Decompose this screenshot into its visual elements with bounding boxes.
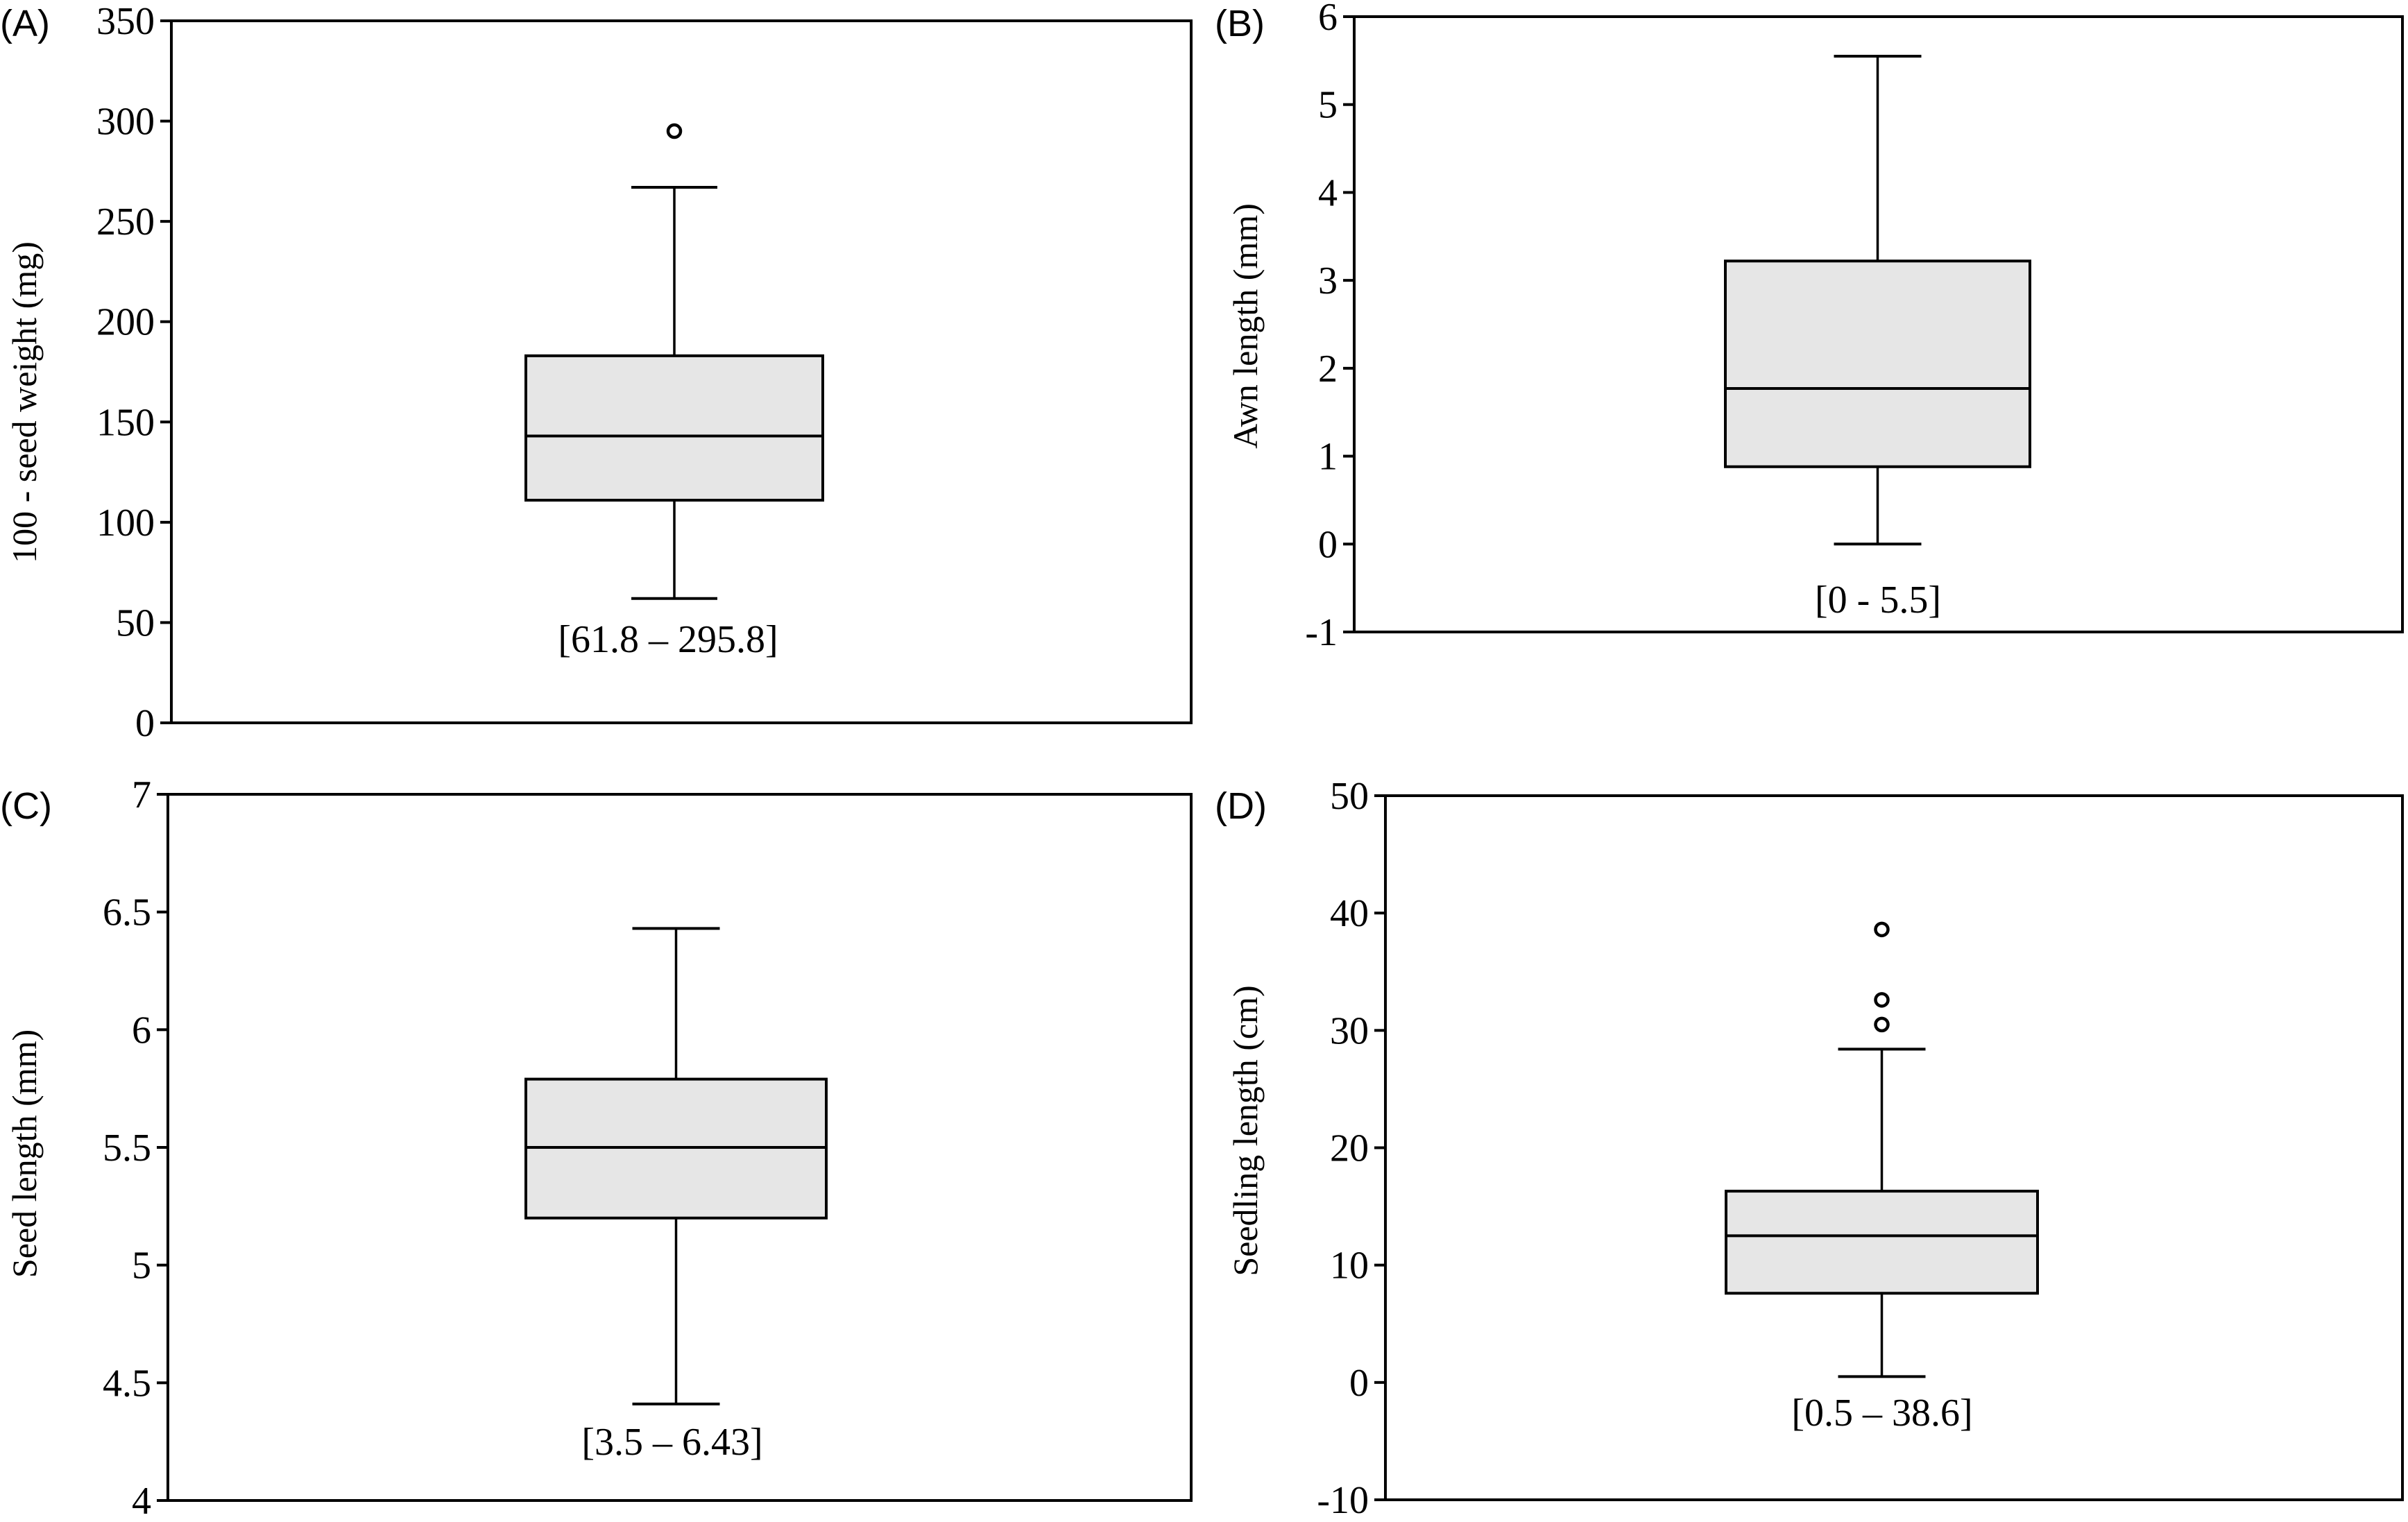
y-tick-label-d: 10	[1330, 1245, 1369, 1288]
y-ticks-a: 0 50 100 150 200 250 300 350	[96, 0, 171, 745]
y-tick-label-b: 5	[1318, 84, 1338, 127]
y-ticks-c: 4 4.5 5 5.5 6 6.5 7	[103, 773, 168, 1522]
y-axis-label-a: 100 - seed weight (mg)	[5, 241, 44, 563]
y-tick-label-b: 6	[1318, 0, 1338, 39]
panel-letter-d: (D)	[1215, 785, 1267, 827]
panel-letter-a: (A)	[0, 3, 50, 44]
range-label-b: [0 - 5.5]	[1815, 579, 1941, 622]
y-tick-label-a: 150	[96, 401, 155, 444]
y-tick-label-d: 40	[1330, 892, 1369, 935]
box-marks-b	[1724, 55, 2031, 546]
panel-letter-b: (B)	[1215, 3, 1265, 44]
y-tick-label-d: 30	[1330, 1009, 1369, 1052]
y-tick-label-a: 300	[96, 101, 155, 144]
y-tick-label-b: 0	[1318, 523, 1338, 566]
y-tick-label-b: 4	[1318, 171, 1338, 214]
y-tick-label-c: 4.5	[103, 1362, 151, 1405]
y-tick-label-c: 6	[132, 1009, 151, 1052]
y-tick-label-a: 250	[96, 200, 155, 243]
range-label-a: [61.8 – 295.8]	[558, 618, 778, 661]
y-tick-label-c: 5.5	[103, 1127, 151, 1170]
outlier-point-a	[666, 123, 683, 139]
y-tick-label-d: 0	[1349, 1362, 1369, 1405]
y-ticks-d: -10 0 10 20 30 40 50	[1317, 775, 1385, 1522]
y-axis-label-c: Seed length (mm)	[5, 1029, 44, 1278]
y-tick-label-a: 100	[96, 502, 155, 545]
panel-b: (B) Awn length (mm) -1 0 1 2 3 4 5 6 [0 - 5.5]	[1215, 0, 2404, 654]
box-marks-d	[1725, 921, 2039, 1378]
iqr-box-d	[1725, 1190, 2039, 1295]
range-label-d: [0.5 – 38.6]	[1791, 1392, 1972, 1435]
y-tick-label-c: 4	[132, 1480, 151, 1522]
y-tick-label-d: -10	[1317, 1479, 1369, 1522]
y-tick-label-d: 20	[1330, 1127, 1369, 1170]
y-axis-label-d: Seedling length (cm)	[1226, 985, 1265, 1276]
range-label-c: [3.5 – 6.43]	[581, 1421, 762, 1464]
y-tick-label-a: 0	[135, 702, 155, 745]
y-tick-label-c: 6.5	[103, 891, 151, 934]
y-tick-label-a: 50	[116, 601, 155, 644]
outlier-point-d	[1874, 921, 1890, 938]
y-tick-label-a: 350	[96, 0, 155, 43]
panel-d: (D) Seedling length (cm) -1001020304050 …	[1215, 775, 2404, 1522]
y-axis-label-b: Awn length (mm)	[1226, 203, 1265, 449]
y-tick-label-a: 200	[96, 301, 155, 344]
y-tick-label-c: 5	[132, 1245, 151, 1288]
box-marks-a	[524, 123, 824, 600]
panel-a: (A) 100 - seed weight (mg) 0 50 100 150 200 2…	[0, 0, 1193, 745]
iqr-box-b	[1724, 259, 2031, 468]
y-tick-label-b: 2	[1318, 348, 1338, 391]
y-tick-label-b: -1	[1305, 611, 1338, 654]
outlier-point-d	[1874, 992, 1890, 1008]
y-tick-label-b: 1	[1318, 436, 1338, 479]
panel-c: (C) Seed length (mm) 4 4.5 5 5.5 6 6.5 7 [3.5 …	[0, 773, 1193, 1522]
y-tick-label-d: 50	[1330, 775, 1369, 818]
y-tick-label-b: 3	[1318, 259, 1338, 302]
y-ticks-b: -1 0 1 2 3 4 5 6	[1305, 0, 1354, 654]
iqr-box-a	[524, 354, 824, 502]
y-tick-label-c: 7	[132, 773, 151, 816]
box-marks-c	[524, 927, 828, 1405]
panel-letter-c: (C)	[0, 785, 52, 827]
outlier-point-d	[1874, 1016, 1890, 1033]
